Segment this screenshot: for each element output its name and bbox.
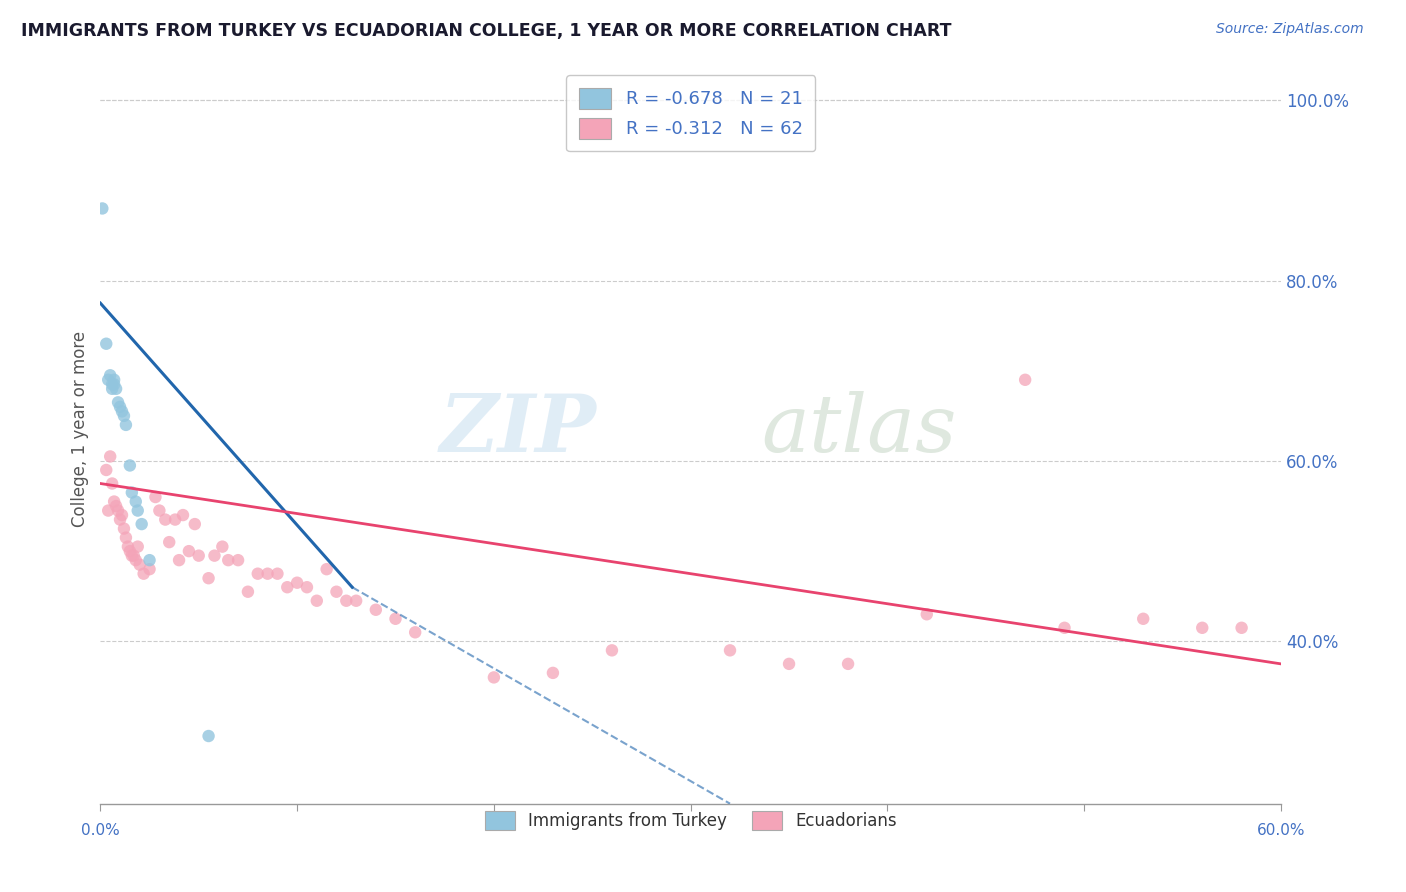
Point	[285, 575, 308, 590]
Point	[404, 625, 426, 640]
Point	[125, 553, 148, 567]
Point	[128, 558, 150, 572]
Point	[107, 503, 129, 517]
Point	[103, 377, 125, 392]
Point	[108, 512, 131, 526]
Point	[325, 584, 347, 599]
Point	[157, 535, 180, 549]
Point	[121, 485, 143, 500]
Point	[266, 566, 288, 581]
Point	[177, 544, 200, 558]
Point	[295, 580, 318, 594]
Point	[335, 593, 357, 607]
Point	[187, 549, 209, 563]
Point	[148, 503, 170, 517]
Text: 60.0%: 60.0%	[1257, 823, 1305, 838]
Point	[167, 553, 190, 567]
Point	[111, 508, 134, 522]
Point	[131, 517, 153, 532]
Point	[98, 368, 121, 383]
Point	[121, 549, 143, 563]
Point	[1132, 612, 1154, 626]
Point	[718, 643, 741, 657]
Point	[115, 531, 138, 545]
Point	[197, 571, 219, 585]
Point	[541, 665, 564, 680]
Point	[117, 540, 139, 554]
Point	[226, 553, 249, 567]
Point	[1230, 621, 1253, 635]
Point	[482, 670, 505, 684]
Point	[125, 494, 148, 508]
Point	[118, 458, 141, 473]
Text: 0.0%: 0.0%	[82, 823, 120, 838]
Point	[127, 503, 149, 517]
Point	[108, 400, 131, 414]
Point	[112, 409, 135, 423]
Point	[118, 544, 141, 558]
Point	[246, 566, 269, 581]
Point	[98, 450, 121, 464]
Point	[211, 540, 233, 554]
Point	[101, 382, 124, 396]
Point	[315, 562, 337, 576]
Point	[778, 657, 800, 671]
Point	[112, 522, 135, 536]
Point	[101, 476, 124, 491]
Point	[204, 549, 226, 563]
Point	[256, 566, 278, 581]
Point	[1014, 373, 1036, 387]
Point	[344, 593, 367, 607]
Text: atlas: atlas	[762, 391, 957, 468]
Point	[600, 643, 623, 657]
Point	[103, 373, 125, 387]
Point	[364, 603, 387, 617]
Text: ZIP: ZIP	[439, 391, 596, 468]
Point	[276, 580, 298, 594]
Point	[122, 549, 145, 563]
Point	[138, 562, 160, 576]
Point	[145, 490, 167, 504]
Point	[101, 377, 124, 392]
Point	[107, 395, 129, 409]
Point	[172, 508, 194, 522]
Point	[184, 517, 207, 532]
Point	[138, 553, 160, 567]
Point	[837, 657, 859, 671]
Y-axis label: College, 1 year or more: College, 1 year or more	[72, 331, 89, 527]
Point	[103, 494, 125, 508]
Point	[91, 202, 114, 216]
Point	[96, 463, 118, 477]
Point	[96, 336, 118, 351]
Point	[105, 499, 128, 513]
Point	[132, 566, 155, 581]
Point	[1053, 621, 1076, 635]
Point	[105, 382, 128, 396]
Point	[217, 553, 239, 567]
Point	[127, 540, 149, 554]
Point	[155, 512, 177, 526]
Point	[197, 729, 219, 743]
Point	[305, 593, 328, 607]
Point	[97, 503, 120, 517]
Point	[384, 612, 406, 626]
Point	[111, 404, 134, 418]
Text: IMMIGRANTS FROM TURKEY VS ECUADORIAN COLLEGE, 1 YEAR OR MORE CORRELATION CHART: IMMIGRANTS FROM TURKEY VS ECUADORIAN COL…	[21, 22, 952, 40]
Point	[236, 584, 259, 599]
Point	[165, 512, 187, 526]
Text: Source: ZipAtlas.com: Source: ZipAtlas.com	[1216, 22, 1364, 37]
Point	[915, 607, 938, 622]
Point	[115, 417, 138, 432]
Legend: Immigrants from Turkey, Ecuadorians: Immigrants from Turkey, Ecuadorians	[478, 804, 904, 837]
Point	[1191, 621, 1213, 635]
Point	[97, 373, 120, 387]
